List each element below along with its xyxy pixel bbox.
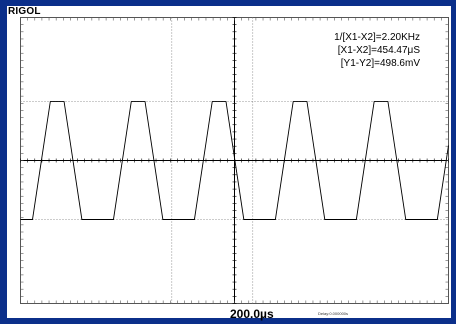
delta-y-readout: [Y1-Y2]=498.6mV bbox=[340, 58, 420, 69]
frame-left bbox=[0, 0, 7, 324]
delay-label: Delay:0.000000s bbox=[318, 311, 349, 316]
frame-right bbox=[451, 0, 456, 324]
signal-trace bbox=[20, 101, 449, 220]
timebase-label: 200.0µs bbox=[230, 307, 274, 321]
delta-x-readout: [X1-X2]=454.47μS bbox=[337, 45, 420, 56]
brand-logo: RIGOL bbox=[7, 6, 48, 18]
frame-bottom bbox=[0, 318, 456, 324]
graticule-ticks bbox=[20, 17, 449, 304]
frame-top bbox=[0, 0, 456, 6]
frequency-readout: 1/[X1-X2]=2.20KHz bbox=[334, 32, 420, 43]
cursor-readout: 1/[X1-X2]=2.20KHz [X1-X2]=454.47μS [Y1-Y… bbox=[334, 31, 420, 70]
